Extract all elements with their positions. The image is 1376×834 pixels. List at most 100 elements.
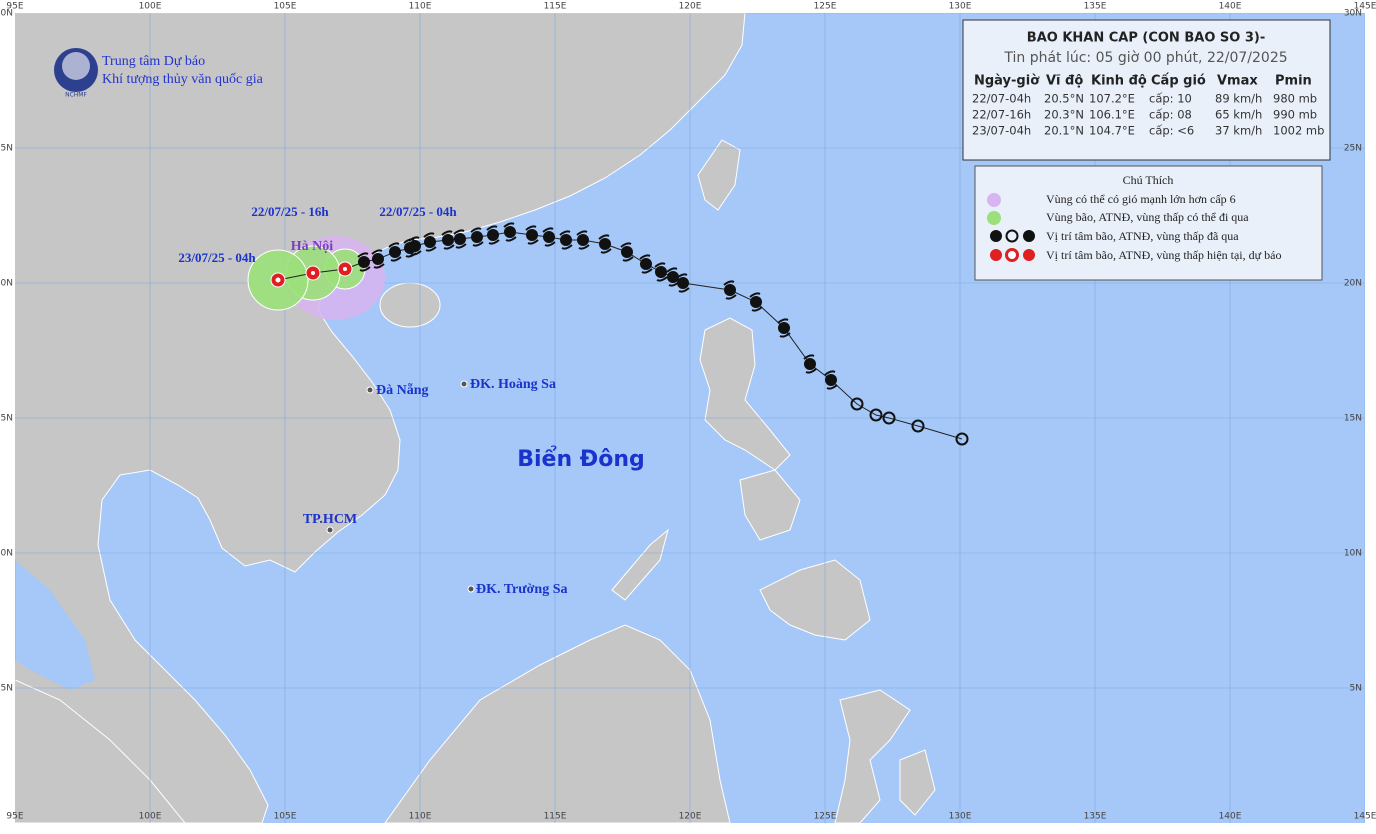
legend-item: Vùng có thể có gió mạnh lớn hơn cấp 6 — [1046, 192, 1236, 206]
past-open-center — [882, 411, 896, 425]
agency-line: Trung tâm Dự báo — [102, 54, 205, 69]
storm-swirl — [542, 227, 556, 247]
table-header: Pmin — [1275, 74, 1312, 89]
place-label: ĐK. Trường Sa — [476, 582, 568, 597]
table-header: Vĩ độ — [1046, 74, 1083, 89]
past-storm-center — [526, 229, 538, 241]
past-storm-center — [560, 234, 572, 246]
lat-label: 30N — [1344, 9, 1362, 19]
lat-label: 15N — [1344, 414, 1362, 424]
low-mark — [275, 277, 281, 283]
legend-item: Vị trí tâm bão, ATNĐ, vùng thấp hiện tại… — [1046, 248, 1281, 262]
legend-swatch — [987, 211, 1001, 225]
lat-label: 10N — [1344, 549, 1362, 559]
past-storm-center — [543, 231, 555, 243]
andaman-sea — [15, 560, 95, 690]
past-storm-center — [655, 266, 667, 278]
past-storm-center — [724, 284, 736, 296]
lat-label: 25N — [1344, 144, 1362, 154]
places: Hà Nội Đà Nẵng ĐK. Hoàng Sa TP.HCM ĐK. Trườn… — [178, 204, 644, 597]
past-storm-center — [471, 231, 483, 243]
legend: Chú Thích Vùng có thể có gió mạnh lớn hơ… — [974, 165, 1323, 281]
info-box: BAO KHAN CAP (CON BAO SO 3)- Tin phát lú… — [962, 19, 1331, 161]
sulawesi — [834, 689, 911, 823]
legend-swatch — [987, 193, 1001, 207]
past-storm-center — [677, 277, 689, 289]
agency-logo-inner — [62, 52, 90, 80]
time-label: 23/07/25 - 04h — [178, 250, 256, 265]
lon-label: 120E — [679, 812, 702, 822]
lat-label: 20N — [0, 279, 13, 289]
storm-swirl — [470, 227, 484, 247]
past-storm-center — [487, 229, 499, 241]
lon-label: 140E — [1219, 812, 1242, 822]
past-storm-center — [640, 258, 652, 270]
lon-label: 105E — [274, 2, 297, 12]
storm-swirl — [824, 370, 838, 390]
past-open-center — [869, 408, 883, 422]
place-label: TP.HCM — [303, 512, 357, 527]
mindanao — [759, 559, 871, 641]
past-storm-center — [404, 242, 416, 254]
table-header: Ngày-giờ — [974, 74, 1040, 89]
place-dot — [460, 380, 468, 388]
table-cell: 22/07-04h — [972, 92, 1031, 106]
past-storm-center — [504, 226, 516, 238]
lon-label: 115E — [544, 2, 567, 12]
storm-swirl — [403, 238, 417, 258]
storm-swirl — [639, 254, 653, 274]
table-cell: 20.1°N — [1044, 124, 1084, 138]
taiwan — [697, 139, 741, 211]
legend-item: Vị trí tâm bão, ATNĐ, vùng thấp đã qua — [1046, 229, 1239, 243]
time-label: 22/07/25 - 04h — [379, 204, 457, 219]
moluccas — [899, 749, 936, 816]
past-storm-center — [621, 246, 633, 258]
table-header: Vmax — [1217, 74, 1258, 89]
storm-swirl — [620, 242, 634, 262]
table-cell: cấp: 08 — [1149, 108, 1192, 122]
storm-swirl — [749, 292, 763, 312]
lon-label: 130E — [949, 2, 972, 12]
table-cell: 1002 mb — [1273, 124, 1324, 138]
agency-line: Khí tượng thủy văn quốc gia — [102, 72, 264, 87]
past-open-center — [911, 419, 925, 433]
storm-swirl — [357, 252, 371, 272]
lat-label: 15N — [0, 414, 13, 424]
place-dot — [366, 386, 374, 394]
storm-swirl — [598, 234, 612, 254]
sea-label: Biển Đông — [517, 446, 645, 472]
lon-label: 145E — [1354, 2, 1376, 12]
table-cell: 23/07-04h — [972, 124, 1031, 138]
table-cell: 37 km/h — [1215, 124, 1262, 138]
table-cell: 106.1°E — [1089, 108, 1135, 122]
borneo — [384, 624, 731, 823]
past-storm-center — [389, 246, 401, 258]
time-label: 22/07/25 - 16h — [251, 204, 329, 219]
logo-text: NCHMF — [65, 92, 87, 99]
table-cell: 980 mb — [1273, 92, 1317, 106]
lon-label: 140E — [1219, 2, 1242, 12]
lon-label: 115E — [544, 812, 567, 822]
lon-label: 135E — [1084, 2, 1107, 12]
legend-swatch — [990, 249, 1002, 261]
storm-swirl — [453, 229, 467, 249]
palawan — [611, 528, 669, 601]
storm-swirl — [423, 232, 437, 252]
lon-label: 125E — [814, 812, 837, 822]
luzon — [699, 317, 791, 471]
storm-swirl — [666, 267, 680, 287]
lat-label: 10N — [0, 549, 13, 559]
storm-track — [270, 222, 969, 446]
past-open-center — [955, 432, 969, 446]
storm-swirl — [371, 249, 385, 269]
storm-eye — [311, 271, 315, 275]
table-cell: 89 km/h — [1215, 92, 1262, 106]
storm-swirl — [441, 230, 455, 250]
table-cell: 65 km/h — [1215, 108, 1262, 122]
place-label: Hà Nội — [291, 239, 334, 254]
hainan — [379, 282, 441, 328]
legend-swatch — [1005, 248, 1019, 262]
past-storm-center — [454, 233, 466, 245]
